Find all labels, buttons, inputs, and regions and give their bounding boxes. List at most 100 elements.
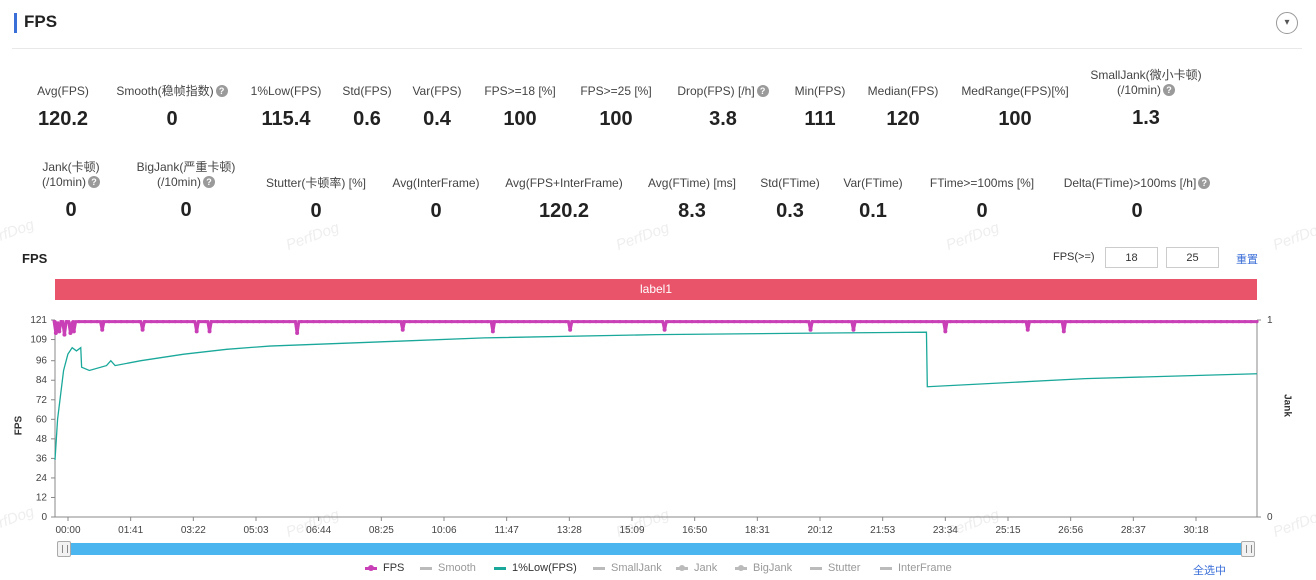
slider-handle-right[interactable]: [1241, 541, 1255, 557]
help-icon[interactable]: ?: [1163, 84, 1175, 96]
select-all-button[interactable]: 全选中: [1193, 565, 1226, 577]
x-tick-label: 08:25: [369, 525, 394, 536]
fps-point: [510, 320, 514, 324]
metric-metrics_row1-4: Var(FPS) 0.4: [362, 84, 512, 131]
x-tick-label: 13:28: [557, 525, 582, 536]
fps-point: [227, 320, 231, 324]
fps-point: [1237, 320, 1241, 324]
metric-label-text: Stutter(卡顿率) [%]: [265, 176, 366, 190]
legend-swatch: [676, 564, 688, 571]
y-tick-label: 60: [36, 414, 48, 425]
metric-label: FPS>=18 [%]: [445, 84, 595, 99]
fps-point: [852, 320, 856, 324]
reset-button[interactable]: 重置: [1236, 254, 1258, 266]
y-tick-label: 24: [36, 473, 48, 484]
fps-point: [702, 320, 706, 324]
metric-label-text: Delta(FTime)>100ms [/h]: [1063, 176, 1197, 190]
legend-item-bigjank[interactable]: BigJank: [735, 562, 792, 574]
fps-point: [858, 320, 862, 324]
threshold-input-2[interactable]: [1166, 247, 1219, 268]
fps-point: [516, 320, 520, 324]
fps-point: [1249, 320, 1253, 324]
legend-item-stutter[interactable]: Stutter: [810, 562, 860, 574]
fps-point: [444, 320, 448, 324]
fps-point: [131, 320, 135, 324]
metric-value: 0: [976, 200, 988, 222]
help-icon[interactable]: ?: [203, 176, 215, 188]
fps-point: [618, 320, 622, 324]
metric-label-text: Drop(FPS) [/h]: [677, 84, 755, 98]
fps-point: [329, 320, 334, 324]
legend-item-1-low-fps-[interactable]: 1%Low(FPS): [494, 562, 577, 574]
fps-point: [1255, 320, 1259, 324]
fps-point: [612, 320, 616, 324]
fps-point: [1063, 320, 1067, 324]
low-series-line: [54, 331, 1258, 461]
threshold-input-1[interactable]: [1105, 247, 1158, 268]
fps-point: [1159, 320, 1163, 324]
metric-metrics_row1-9: Median(FPS) 120: [828, 84, 978, 131]
fps-point: [594, 320, 598, 324]
fps-point: [1189, 320, 1193, 324]
help-icon[interactable]: ?: [88, 176, 100, 188]
fps-point: [822, 320, 826, 324]
legend-item-interframe[interactable]: InterFrame: [880, 562, 952, 574]
metric-value: 100: [599, 108, 633, 130]
metric-label-text: BigJank(严重卡顿): [136, 160, 236, 174]
chart-title: FPS: [22, 251, 48, 266]
label-bar[interactable]: label1: [55, 279, 1257, 300]
fps-point: [534, 320, 538, 324]
help-icon[interactable]: ?: [756, 85, 769, 97]
x-tick-label: 15:09: [619, 525, 644, 536]
fps-point: [149, 320, 153, 324]
metric-metrics_row2-2: Stutter(卡顿率) [%] 0: [241, 176, 391, 223]
fps-dip-point: [100, 327, 105, 332]
fps-dip-point: [71, 329, 76, 334]
fps-point: [1039, 320, 1043, 324]
fps-point: [984, 320, 989, 324]
metric-value: 120.2: [37, 108, 89, 130]
legend-item-fps[interactable]: FPS: [365, 562, 404, 574]
fps-series-line: [52, 320, 1257, 335]
metric-metrics_row1-10: MedRange(FPS)[%] 100: [940, 84, 1090, 131]
legend-item-jank[interactable]: Jank: [676, 562, 717, 574]
legend-item-smalljank[interactable]: SmallJank: [593, 562, 662, 574]
metric-value: 100: [503, 108, 537, 130]
fps-point: [1201, 320, 1205, 324]
fps-point: [912, 320, 917, 324]
fps-point: [1069, 320, 1073, 324]
time-range-slider[interactable]: [58, 543, 1254, 555]
metric-label: Var(FPS): [362, 84, 512, 99]
fps-point: [1027, 320, 1031, 324]
metric-label: Median(FPS): [828, 84, 978, 99]
slider-handle-left[interactable]: [57, 541, 71, 557]
fps-dip-point: [295, 331, 300, 336]
fps-point: [558, 320, 562, 324]
x-tick-label: 23:34: [933, 525, 958, 536]
fps-point: [756, 320, 760, 324]
fps-point: [948, 320, 953, 324]
x-tick-label: 11:47: [495, 525, 520, 536]
metric-label: FPS>=25 [%]: [541, 84, 691, 99]
metric-metrics_row1-0: Avg(FPS) 120.2: [0, 84, 138, 131]
metric-metrics_row2-9: Delta(FTime)>100ms [/h]? 0: [1062, 176, 1212, 223]
fps-point: [53, 320, 57, 324]
legend-swatch: [365, 564, 377, 571]
metric-label-text: FTime>=100ms [%]: [929, 176, 1035, 190]
legend-item-smooth[interactable]: Smooth: [420, 562, 476, 574]
fps-point: [359, 320, 364, 324]
fps-point: [401, 320, 406, 324]
metric-label: Drop(FPS) [/h]?: [648, 84, 798, 99]
collapse-toggle-icon[interactable]: ▾: [1276, 12, 1298, 34]
metric-metrics_row1-3: Std(FPS) 0.6: [292, 84, 442, 131]
help-icon[interactable]: ?: [215, 85, 228, 97]
fps-point: [438, 320, 442, 324]
fps-point: [1111, 320, 1115, 324]
fps-point: [414, 320, 418, 324]
fps-point: [1141, 320, 1145, 324]
help-icon[interactable]: ?: [1198, 177, 1211, 189]
fps-point: [1213, 320, 1217, 324]
y-tick-label: 121: [30, 315, 47, 326]
fps-point: [678, 320, 682, 324]
fps-point: [540, 320, 544, 324]
